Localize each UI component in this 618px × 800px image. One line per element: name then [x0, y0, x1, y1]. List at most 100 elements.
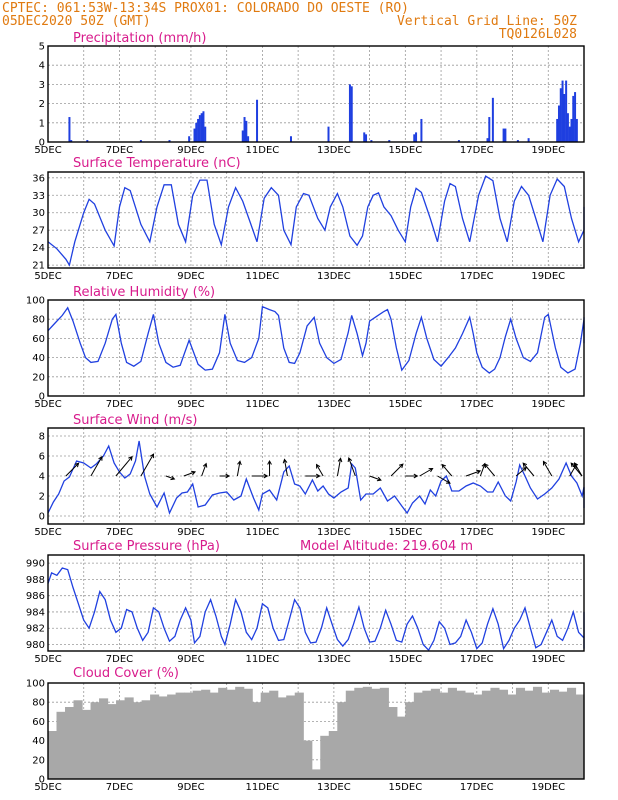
cloud-cover-bar [184, 692, 194, 779]
precip-bar [139, 140, 142, 142]
pres-xtick-label: 11DEC [246, 654, 280, 665]
precip-bar [200, 113, 203, 142]
precip-bar [86, 140, 89, 142]
precip-bar [247, 136, 250, 142]
precip-bar [68, 117, 71, 142]
wind-vector-arrow [305, 473, 321, 479]
cloud-cover-bar [48, 731, 58, 779]
rh-xtick-label: 7DEC [106, 399, 133, 410]
rh-xtick-label: 19DEC [531, 399, 565, 410]
precip-xtick-label: 7DEC [106, 145, 133, 156]
cloud-cover-bar [413, 692, 423, 779]
cloud-frame [47, 682, 585, 780]
precip-bar [563, 94, 566, 142]
temp-series-line [47, 175, 585, 267]
cloud-cover-bar [575, 694, 585, 779]
cloud-cover-bar [558, 691, 568, 779]
wind-ytick-label: 0 [39, 512, 45, 523]
pres-model-altitude: Model Altitude: 219.604 m [300, 539, 473, 554]
wind-vector-arrow [140, 453, 155, 477]
wind-vector-arrow [267, 459, 272, 476]
wind-vector-arrow [405, 473, 419, 479]
temp-xtick-label: 11DEC [246, 271, 280, 282]
wind-vector-arrow [316, 463, 324, 477]
pres-ytick-label: 988 [26, 575, 45, 586]
cloud-cover-bar [515, 687, 526, 779]
cloud-ytick-label: 80 [32, 698, 45, 709]
cloud-cover-bar [218, 687, 228, 779]
cloud-cover-bar [252, 702, 262, 779]
cloud-xtick-label: 19DEC [531, 782, 565, 793]
pres-xtick-label: 5DEC [34, 654, 61, 665]
precip-ytick-label: 1 [39, 118, 45, 129]
pres-xtick-label: 17DEC [460, 654, 494, 665]
cloud-title: Cloud Cover (%) [73, 666, 179, 681]
cloud-xtick-label: 15DEC [388, 782, 422, 793]
cloud-cover-bar [175, 692, 185, 779]
cloud-cover-bar [371, 688, 381, 779]
rh-series-line [47, 305, 585, 374]
temp-xtick-label: 15DEC [388, 271, 422, 282]
precip-xtick-label: 9DEC [177, 145, 204, 156]
precip-bar [516, 140, 519, 142]
cloud-ytick-label: 100 [26, 679, 45, 690]
rh-ytick-label: 20 [32, 372, 45, 383]
cloud-cover-bar [192, 690, 202, 779]
rh-ytick-label: 60 [32, 334, 45, 345]
wind-ytick-label: 8 [39, 432, 45, 443]
rh-panel: 5DEC 7DEC 9DEC 11DEC 13DEC 15DEC 17DEC 19DEC 0 20… [26, 296, 585, 410]
rh-ytick-label: 40 [32, 353, 45, 364]
precip-bar [256, 99, 259, 142]
cloud-cover-bar [226, 689, 236, 779]
cloud-panel: 5DEC 7DEC 9DEC 11DEC 13DEC 15DEC 17DEC 19DEC 0 20… [26, 679, 585, 793]
precip-bar [491, 97, 494, 142]
wind-vector-arrow [347, 456, 356, 477]
precip-bar [557, 105, 560, 142]
wind-xtick-label: 9DEC [177, 527, 204, 538]
precip-panel: 5DEC 7DEC 9DEC 11DEC 13DEC 15DEC 17DEC 19DEC 0 1 2… [34, 42, 585, 156]
wind-title: Surface Wind (m/s) [73, 413, 197, 428]
wind-vector-arrow [336, 457, 343, 477]
cloud-cover-bar [524, 690, 534, 779]
wind-series-line [47, 440, 585, 515]
rh-ytick-label: 80 [32, 315, 45, 326]
precip-bar [363, 132, 366, 142]
header-location: CPTEC: 061:53W-13:34S PROX01: COLORADO D… [2, 1, 409, 16]
precip-xtick-label: 19DEC [531, 145, 565, 156]
precip-ytick-label: 3 [39, 80, 45, 91]
wind-vector-arrow [522, 462, 535, 477]
wind-vector-arrow [465, 469, 482, 477]
wind-panel: 5DEC 7DEC 9DEC 11DEC 13DEC 15DEC 17DEC 19DEC 0 2 4… [34, 427, 585, 538]
wind-ytick-label: 4 [39, 472, 45, 483]
wind-ytick-label: 6 [39, 452, 45, 463]
temp-ytick-label: 27 [32, 226, 45, 237]
cloud-cover-bar [354, 687, 364, 779]
wind-vector-arrow [201, 462, 208, 477]
cloud-cover-bar [328, 731, 338, 779]
precip-bar [572, 95, 575, 142]
cloud-ytick-label: 0 [39, 775, 45, 786]
cloud-cover-bar [490, 687, 500, 779]
precip-bar [559, 88, 562, 142]
wind-vector-arrow [419, 467, 434, 477]
cloud-cover-bar [56, 711, 66, 779]
cloud-cover-bar [337, 702, 347, 779]
precip-bar [575, 118, 578, 142]
wind-ytick-label: 2 [39, 492, 45, 503]
cloud-xtick-label: 7DEC [106, 782, 133, 793]
precip-bar [245, 120, 248, 142]
precip-xtick-label: 5DEC [34, 145, 61, 156]
cloud-cover-bar [311, 769, 321, 779]
cloud-cover-bar [99, 698, 109, 779]
rh-xtick-label: 9DEC [177, 399, 204, 410]
rh-xtick-label: 17DEC [460, 399, 494, 410]
cloud-cover-bar [73, 700, 83, 779]
cloud-ytick-label: 60 [32, 717, 45, 728]
precip-bar [289, 136, 292, 142]
cloud-cover-bar [269, 690, 279, 779]
pres-title: Surface Pressure (hPa) [73, 539, 220, 554]
rh-ytick-label: 100 [26, 296, 45, 307]
precip-bar [488, 117, 491, 142]
cloud-cover-bar [396, 716, 406, 779]
